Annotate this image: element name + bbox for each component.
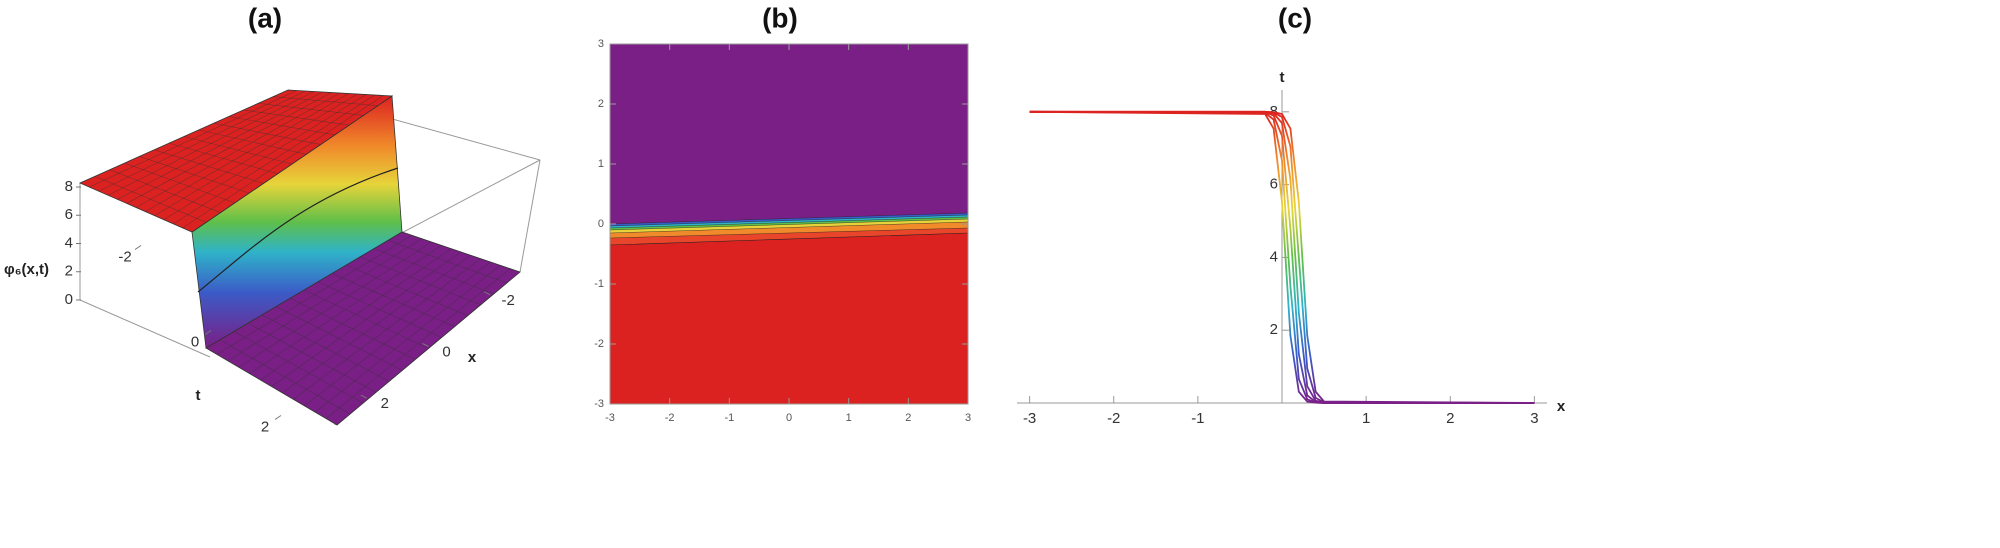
contour-band xyxy=(609,43,969,225)
mesh-line xyxy=(216,235,412,355)
x-tick xyxy=(483,291,491,296)
y-tick-label: 8 xyxy=(1270,103,1278,120)
x-tick-label: 3 xyxy=(965,412,971,424)
mesh-line xyxy=(260,248,452,381)
y-tick xyxy=(134,245,142,250)
mesh-line xyxy=(173,94,375,225)
mesh-line xyxy=(182,95,384,229)
y-tick-label: 6 xyxy=(1270,176,1278,193)
mesh-line xyxy=(325,268,511,419)
x-axis-label: x xyxy=(1557,398,1566,415)
wave-line xyxy=(197,167,399,293)
x-tick xyxy=(422,343,429,347)
z-tick-label: 0 xyxy=(65,291,73,308)
y-tick-label: 0 xyxy=(598,218,604,230)
y-axis-label: t xyxy=(1280,69,1285,86)
title: (c) xyxy=(1278,2,1312,33)
mesh-line xyxy=(126,92,332,204)
x-tick-label: -3 xyxy=(1023,410,1036,427)
x-tick-label: 3 xyxy=(1530,410,1538,427)
x-tick-label: 2 xyxy=(1446,410,1454,427)
mesh-line xyxy=(227,238,422,362)
title: (a) xyxy=(248,2,282,33)
mesh-line xyxy=(282,255,472,394)
surface-panel xyxy=(79,89,541,426)
x-tick-label: -2 xyxy=(665,412,675,424)
y-tick-label: -3 xyxy=(594,398,604,410)
mesh-line xyxy=(249,245,442,374)
y-tick-label: 2 xyxy=(1270,321,1278,338)
x-tick-label: 1 xyxy=(1362,410,1370,427)
z-tick-label: 8 xyxy=(65,178,73,195)
title: (b) xyxy=(762,2,798,33)
y-tick-label: 0 xyxy=(191,333,199,350)
y-tick-label: -2 xyxy=(594,338,604,350)
mesh-line xyxy=(293,258,481,400)
y-tick xyxy=(204,330,212,335)
x-tick-label: 1 xyxy=(846,412,852,424)
x-tick-label: -1 xyxy=(724,412,734,424)
x-tick-label: 0 xyxy=(786,412,792,424)
y-tick-label: 2 xyxy=(261,418,269,435)
curve xyxy=(1029,110,1535,404)
mesh-line xyxy=(89,90,297,188)
mesh-line xyxy=(314,265,501,413)
y-tick-label: 1 xyxy=(598,158,604,170)
contour-panel xyxy=(609,43,969,405)
y-axis-label: t xyxy=(196,387,201,404)
mesh-line xyxy=(163,94,367,221)
x-tick-label: 2 xyxy=(905,412,911,424)
mesh-line xyxy=(154,93,358,216)
x-tick-label: -2 xyxy=(1107,410,1120,427)
mesh-line xyxy=(271,251,462,387)
mesh-line xyxy=(304,261,491,406)
y-tick-label: 3 xyxy=(598,38,604,50)
y-tick-label: 4 xyxy=(1270,248,1278,265)
y-tick-label: -2 xyxy=(118,248,131,265)
mesh-line xyxy=(238,241,432,368)
x-axis-label: x xyxy=(468,349,477,366)
mesh-line xyxy=(135,92,341,208)
mesh-line xyxy=(145,93,349,212)
z-tick-label: 4 xyxy=(65,234,73,251)
mesh-line xyxy=(98,90,306,192)
x-tick-label: 0 xyxy=(442,343,450,360)
mesh-line xyxy=(107,91,315,196)
z-tick-label: 6 xyxy=(65,206,73,223)
z-axis-label: φ₆(x,t) xyxy=(4,261,49,278)
y-tick-label: 2 xyxy=(598,98,604,110)
x-tick-label: -1 xyxy=(1191,410,1204,427)
mesh-line xyxy=(117,91,323,200)
x-tick-label: 2 xyxy=(381,395,389,412)
x-tick-label: -3 xyxy=(605,412,615,424)
z-tick-label: 2 xyxy=(65,263,73,280)
y-tick-label: -1 xyxy=(594,278,604,290)
y-tick xyxy=(274,415,282,420)
x-tick-label: -2 xyxy=(501,292,514,309)
x-tick xyxy=(360,394,368,399)
